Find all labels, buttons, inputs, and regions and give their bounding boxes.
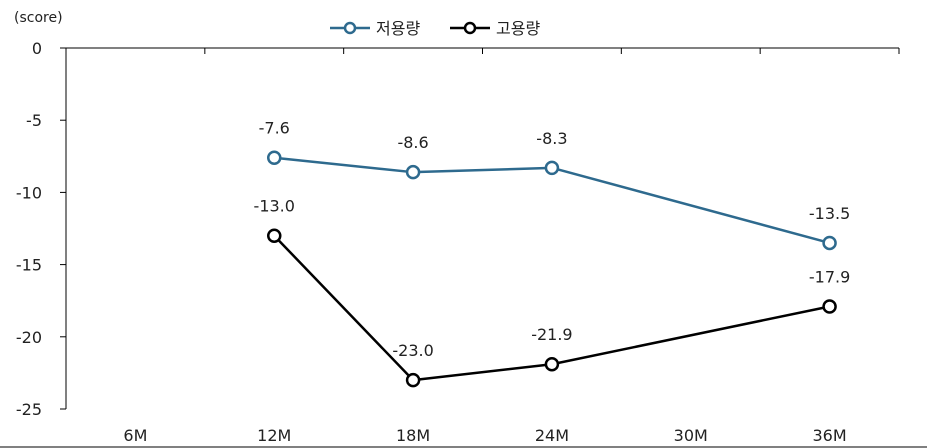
y-tick-label: -15 <box>16 256 42 275</box>
x-tick-label: 6M <box>123 426 147 445</box>
y-tick-label: -20 <box>16 328 42 347</box>
data-label: -23.0 <box>392 341 433 360</box>
x-tick-label: 24M <box>535 426 569 445</box>
series-point <box>544 160 560 176</box>
series-point <box>405 164 421 180</box>
data-label: -8.6 <box>397 133 428 152</box>
data-label: -13.0 <box>254 197 295 216</box>
legend-label: 고용량 <box>496 19 540 38</box>
data-label: -21.9 <box>531 325 572 344</box>
y-tick-label: 0 <box>32 39 42 58</box>
series-point <box>822 299 837 314</box>
axes: 0 -5 -10 -15 -20 -25 6M 12M 18M 24M 30M 36M <box>0 39 927 448</box>
y-axis-label: (score) <box>14 10 63 26</box>
legend-swatch-marker <box>343 21 357 35</box>
data-label: -17.9 <box>809 267 850 286</box>
data-label: -7.6 <box>259 119 290 138</box>
x-tick-label: 36M <box>812 426 846 445</box>
series-layer <box>267 150 837 388</box>
series-point <box>544 356 560 372</box>
series-point <box>822 235 837 251</box>
series-line-1 <box>273 234 830 382</box>
data-label: -13.5 <box>809 204 850 223</box>
y-tick-label: -5 <box>26 111 42 130</box>
y-tick-label: -25 <box>16 400 42 419</box>
series-point <box>405 372 421 388</box>
legend: 저용량 고용량 <box>330 19 540 38</box>
legend-swatch-marker <box>463 21 477 35</box>
y-tick-label: -10 <box>16 183 42 202</box>
x-tick-label: 18M <box>396 426 430 445</box>
data-label: -8.3 <box>536 129 567 148</box>
x-tick-label: 12M <box>257 426 291 445</box>
legend-label: 저용량 <box>376 19 420 38</box>
series-point <box>267 150 282 165</box>
series-point <box>267 228 282 243</box>
series-line-0 <box>274 156 830 245</box>
x-tick-label: 30M <box>674 426 708 445</box>
data-labels: -7.6 -8.6 -8.3 -13.5 -13.0 -23.0 -21.9 -17.9 <box>254 119 851 360</box>
